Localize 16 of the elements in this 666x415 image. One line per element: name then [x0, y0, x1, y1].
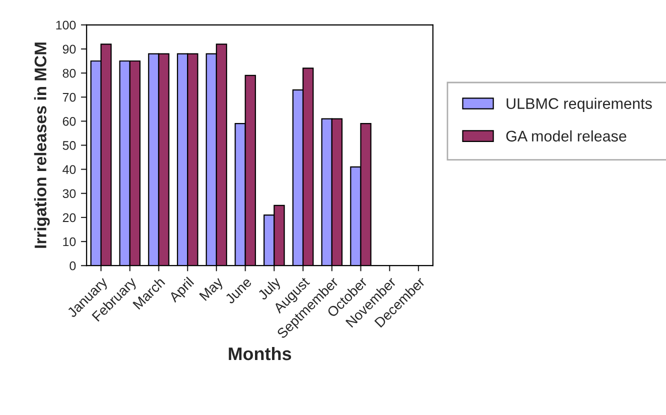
legend-label: ULBMC requirements: [506, 98, 652, 112]
y-tick-label: 70: [62, 92, 76, 102]
y-tick-label: 40: [62, 165, 76, 174]
y-tick-label: 50: [62, 141, 76, 150]
y-tick-label: 10: [63, 237, 76, 246]
y-tick-label: 80: [62, 68, 76, 78]
legend-label: GA model release: [506, 130, 626, 142]
x-axis-title: Months: [228, 346, 292, 360]
y-tick-label: 0: [70, 261, 76, 270]
y-tick-label: 60: [62, 116, 76, 126]
y-tick-label: 90: [62, 44, 76, 54]
y-axis-title: Irrigation releases in MCM: [34, 42, 50, 248]
y-tick-label: 100: [56, 20, 76, 30]
y-tick-label: 30: [62, 189, 76, 198]
y-tick-label: 20: [62, 213, 76, 222]
x-tick-label: May: [199, 276, 226, 303]
